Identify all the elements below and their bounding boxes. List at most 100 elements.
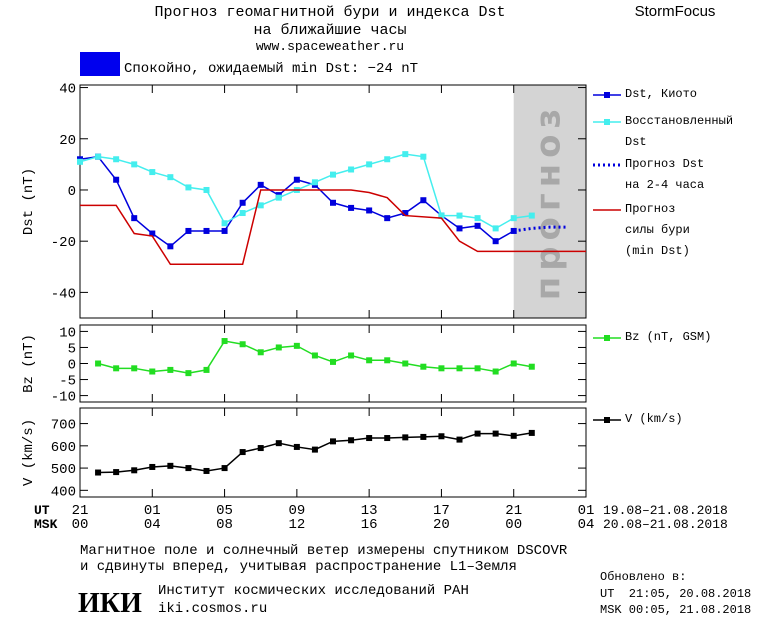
x-tick-label: 21 (72, 503, 89, 519)
data-point (311, 352, 318, 359)
data-point (402, 151, 409, 158)
data-point (456, 225, 463, 232)
date-range: 20.08–21.08.2018 (603, 517, 728, 532)
data-point (113, 176, 120, 183)
data-point (474, 222, 481, 229)
data-point (257, 202, 264, 209)
data-point (474, 215, 481, 222)
institute: Институт космических исследований РАН (158, 582, 469, 599)
data-point (402, 360, 409, 367)
data-point (185, 465, 192, 472)
data-point (257, 445, 264, 452)
data-point (510, 432, 517, 439)
data-point (348, 204, 355, 211)
x-tick-label: 04 (144, 517, 161, 533)
legend-marker (604, 119, 610, 125)
data-point (510, 215, 517, 222)
data-point (330, 171, 336, 178)
note: Магнитное поле и солнечный ветер измерен… (80, 542, 568, 559)
subtitle: на ближайшие часы (253, 22, 406, 39)
data-point (293, 176, 300, 183)
updated-ut: UT 21:05, 20.08.2018 (600, 587, 751, 601)
data-point (384, 357, 391, 364)
y-tick-label: 500 (51, 462, 76, 478)
data-point (113, 156, 120, 163)
legend-marker (604, 335, 610, 341)
y-tick-label: -40 (51, 286, 76, 302)
y-tick-label: -5 (59, 374, 76, 390)
data-point (330, 438, 336, 445)
data-point (438, 212, 445, 219)
data-point (492, 238, 499, 245)
data-point (167, 462, 174, 469)
y-tick-label: 0 (68, 358, 76, 374)
data-point (474, 365, 481, 372)
data-point (384, 156, 391, 163)
data-point (456, 212, 463, 219)
y-tick-label: -10 (51, 390, 76, 406)
data-point (275, 440, 282, 447)
data-point (149, 230, 156, 237)
data-point (239, 449, 246, 456)
url: www.spaceweather.ru (256, 39, 404, 54)
data-point (95, 153, 102, 160)
site: iki.cosmos.ru (158, 601, 267, 617)
data-point (185, 184, 192, 191)
legend-label: Прогноз Dst на 2-4 часа (625, 157, 705, 192)
x-tick-label: 17 (433, 503, 450, 519)
data-point (492, 368, 499, 375)
data-point (257, 181, 264, 188)
date-range: 19.08–21.08.2018 (603, 503, 728, 518)
data-point (456, 436, 463, 443)
data-point (438, 365, 445, 372)
data-point (95, 469, 102, 476)
data-point (492, 225, 499, 232)
data-point (330, 199, 336, 206)
data-point (95, 360, 102, 367)
brand: StormFocus (635, 3, 716, 20)
data-point (167, 243, 174, 250)
data-point (492, 430, 499, 437)
data-point (203, 186, 210, 193)
data-point (131, 365, 138, 372)
data-point (420, 363, 427, 370)
data-point (420, 197, 427, 204)
data-point (221, 220, 228, 227)
data-point (221, 338, 228, 345)
data-point (221, 227, 228, 234)
data-point (366, 435, 373, 442)
x-tick-label: 05 (216, 503, 233, 519)
data-point (149, 463, 156, 470)
plot-frame (79, 407, 587, 498)
data-point (420, 153, 427, 160)
y-axis-label: Dst (nT) (21, 168, 37, 235)
data-point (221, 465, 228, 472)
data-point (185, 227, 192, 234)
data-point (203, 227, 210, 234)
data-point (348, 437, 355, 444)
data-point (275, 194, 282, 201)
data-point (275, 344, 282, 351)
data-point (528, 212, 535, 219)
data-point (438, 433, 445, 440)
series-line (80, 189, 586, 265)
series-line (98, 432, 532, 474)
data-point (456, 365, 463, 372)
data-point (203, 366, 210, 373)
data-point (131, 467, 138, 474)
data-point (257, 349, 264, 356)
data-point (167, 366, 174, 373)
status-text: Спокойно, ожидаемый min Dst: −24 nT (124, 60, 418, 77)
data-point (131, 161, 138, 168)
y-axis-label: Bz (nT) (21, 334, 37, 393)
data-point (366, 207, 373, 214)
data-point (348, 166, 355, 173)
logo: ИКИ (78, 588, 142, 619)
data-point (366, 357, 373, 364)
x-tick-label: 12 (288, 517, 305, 533)
legend-marker (604, 92, 610, 98)
y-tick-label: 0 (68, 184, 76, 200)
note: и сдвинуты вперед, учитывая распростране… (80, 559, 517, 575)
series-line (513, 225, 568, 233)
